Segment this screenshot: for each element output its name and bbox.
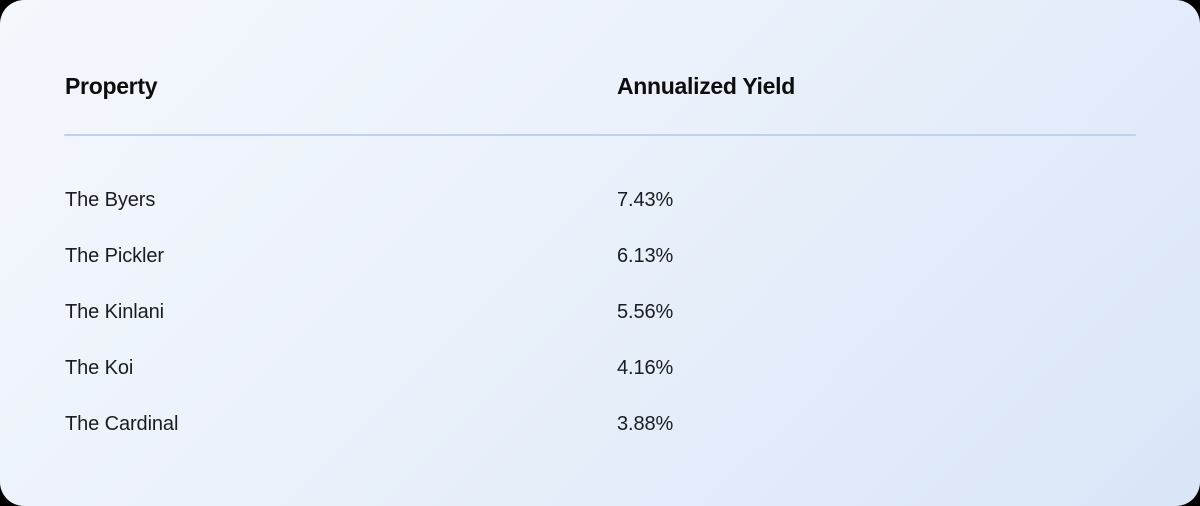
table-header-row: Property Annualized Yield bbox=[65, 0, 1135, 100]
yield-cell: 6.13% bbox=[617, 245, 674, 267]
table-row: The Cardinal 3.88% bbox=[65, 396, 1135, 452]
property-cell: The Pickler bbox=[65, 245, 164, 267]
table-row: The Byers 7.43% bbox=[65, 172, 1135, 228]
property-cell: The Byers bbox=[65, 189, 156, 211]
table-row: The Pickler 6.13% bbox=[65, 228, 1135, 284]
table-row: The Kinlani 5.56% bbox=[65, 284, 1135, 340]
header-divider bbox=[64, 134, 1136, 136]
table: Property Annualized Yield The Byers 7.43… bbox=[64, 0, 1136, 452]
column-header-property: Property bbox=[65, 73, 158, 99]
yield-cell: 4.16% bbox=[617, 357, 674, 379]
column-header-annualized-yield: Annualized Yield bbox=[617, 73, 795, 99]
yield-cell: 5.56% bbox=[617, 301, 674, 323]
yield-cell: 3.88% bbox=[617, 413, 674, 435]
property-cell: The Koi bbox=[65, 357, 134, 379]
table-body: The Byers 7.43% The Pickler 6.13% The Ki… bbox=[65, 172, 1135, 452]
property-cell: The Cardinal bbox=[65, 413, 179, 435]
table-row: The Koi 4.16% bbox=[65, 340, 1135, 396]
yield-cell: 7.43% bbox=[617, 189, 674, 211]
property-cell: The Kinlani bbox=[65, 301, 164, 323]
